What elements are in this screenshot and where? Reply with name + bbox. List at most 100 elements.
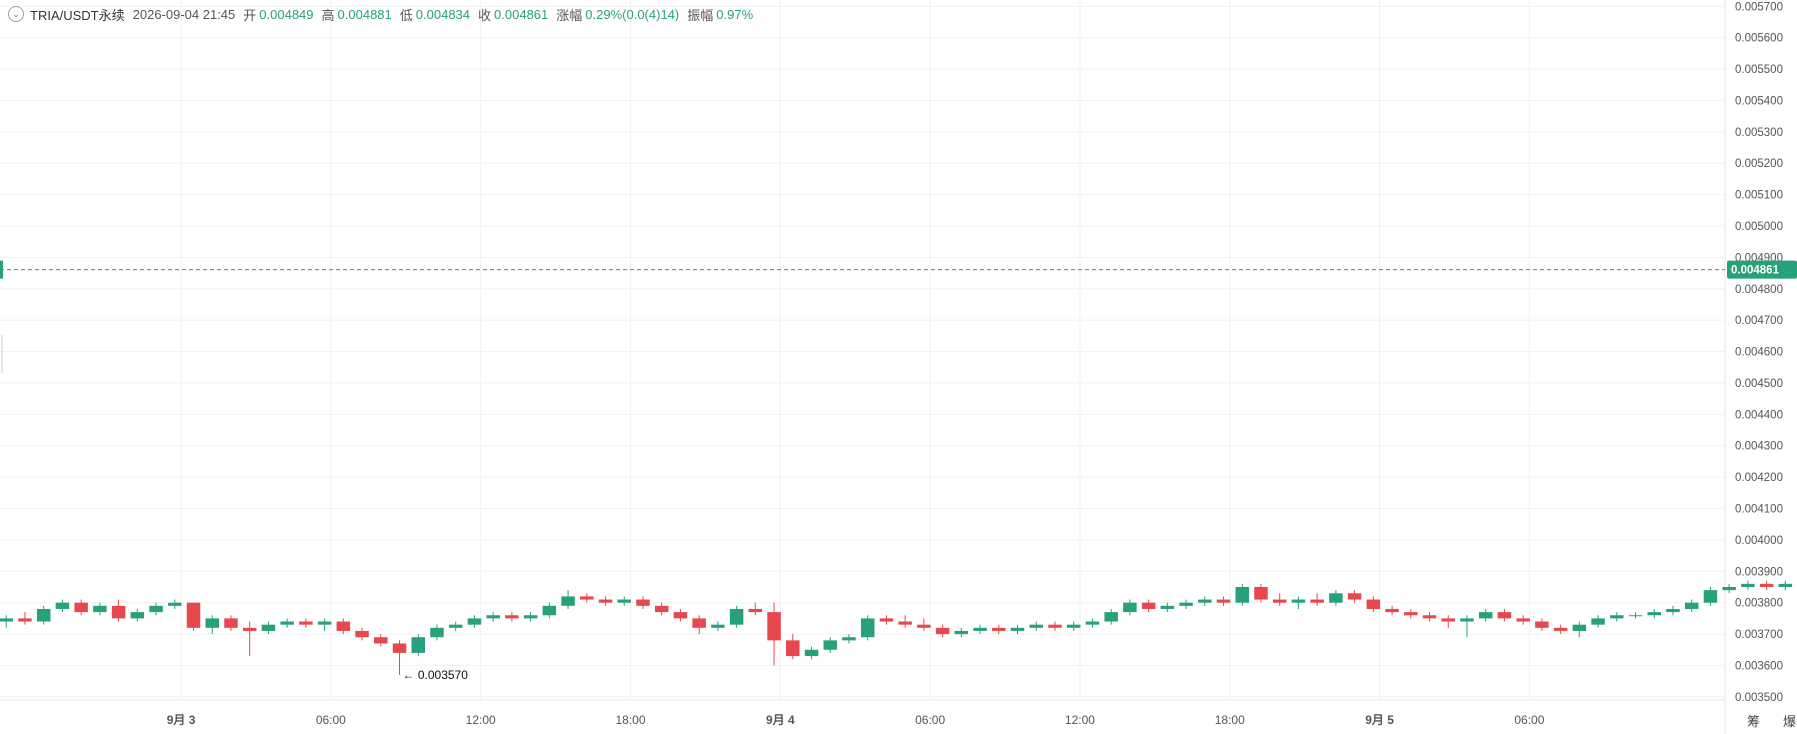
candle-body[interactable] xyxy=(1160,605,1175,609)
candle-body[interactable] xyxy=(1778,583,1793,587)
candle-body[interactable] xyxy=(317,621,332,625)
candle-body[interactable] xyxy=(654,605,669,613)
candle-body[interactable] xyxy=(1385,608,1399,613)
candle-body[interactable] xyxy=(1741,583,1755,587)
candle-body[interactable] xyxy=(355,630,369,638)
candle-body[interactable] xyxy=(1516,618,1530,622)
candle-body[interactable] xyxy=(1329,593,1343,603)
candle-body[interactable] xyxy=(673,612,688,619)
candle-body[interactable] xyxy=(917,624,931,628)
last-price-tag[interactable] xyxy=(1727,260,1797,279)
candle-body[interactable] xyxy=(1610,615,1624,619)
candle-body[interactable] xyxy=(1198,599,1212,603)
candle-body[interactable] xyxy=(224,618,238,628)
candle-body[interactable] xyxy=(130,612,145,619)
candle-body[interactable] xyxy=(168,602,182,606)
candle-body[interactable] xyxy=(1085,621,1100,625)
candle-body[interactable] xyxy=(186,602,201,628)
candle-body[interactable] xyxy=(1254,586,1268,600)
candle-body[interactable] xyxy=(111,605,126,619)
candle-body[interactable] xyxy=(1048,624,1062,628)
candle-body[interactable] xyxy=(729,608,744,625)
candle-body[interactable] xyxy=(1235,586,1249,603)
candle-body[interactable] xyxy=(1591,618,1605,625)
candle-body[interactable] xyxy=(448,624,463,628)
candle-body[interactable] xyxy=(205,618,219,628)
candle-body[interactable] xyxy=(860,618,875,638)
candle-body[interactable] xyxy=(1010,627,1025,631)
candle-body[interactable] xyxy=(823,640,837,650)
candle-body[interactable] xyxy=(992,627,1006,631)
candle-body[interactable] xyxy=(411,637,425,653)
candle-body[interactable] xyxy=(261,624,276,631)
symbol-label[interactable]: TRIA/USDT永续 xyxy=(30,7,125,23)
candle-body[interactable] xyxy=(580,596,594,600)
candle-body[interactable] xyxy=(299,621,313,625)
candle-body[interactable] xyxy=(1179,602,1193,606)
candle-body[interactable] xyxy=(1104,612,1118,622)
chips-toggle[interactable]: 筹 xyxy=(1747,714,1760,730)
candle-body[interactable] xyxy=(1310,599,1324,603)
candle-body[interactable] xyxy=(1347,593,1362,600)
candle-body[interactable] xyxy=(786,640,800,657)
candle-body[interactable] xyxy=(1141,602,1156,609)
candle-body[interactable] xyxy=(711,624,725,628)
candle-body[interactable] xyxy=(242,627,257,631)
candle-body[interactable] xyxy=(1759,583,1774,587)
candle-body[interactable] xyxy=(1441,618,1455,622)
candle-body[interactable] xyxy=(280,621,294,625)
candle-body[interactable] xyxy=(18,618,32,622)
candle-body[interactable] xyxy=(36,608,51,622)
candle-body[interactable] xyxy=(1722,586,1736,591)
candle-body[interactable] xyxy=(93,605,107,613)
candle-body[interactable] xyxy=(598,599,613,603)
candle-body[interactable] xyxy=(842,637,856,641)
candle-body[interactable] xyxy=(74,602,88,613)
collapse-toggle-icon[interactable]: ⌄ xyxy=(8,6,24,22)
candle-body[interactable] xyxy=(804,649,819,657)
candle-body[interactable] xyxy=(561,596,575,606)
candle-body[interactable] xyxy=(1666,608,1680,613)
candle-body[interactable] xyxy=(1497,612,1512,619)
candle-body[interactable] xyxy=(1628,615,1643,617)
candle-body[interactable] xyxy=(1647,612,1661,616)
candle-body[interactable] xyxy=(879,618,894,622)
candle-body[interactable] xyxy=(542,605,557,616)
candle-body[interactable] xyxy=(392,643,407,653)
candle-body[interactable] xyxy=(1460,618,1474,622)
candle-body[interactable] xyxy=(1216,599,1231,603)
candle-body[interactable] xyxy=(0,618,13,622)
candle-body[interactable] xyxy=(430,627,444,638)
candle-body[interactable] xyxy=(1553,627,1568,631)
candle-body[interactable] xyxy=(1291,599,1306,603)
candle-body[interactable] xyxy=(1404,612,1418,616)
candle-body[interactable] xyxy=(374,637,388,644)
candle-body[interactable] xyxy=(767,612,781,641)
candle-body[interactable] xyxy=(486,615,500,619)
candle-body[interactable] xyxy=(1422,615,1437,619)
candle-body[interactable] xyxy=(1572,624,1587,631)
candle-body[interactable] xyxy=(1703,590,1718,603)
candle-body[interactable] xyxy=(1272,599,1287,603)
candle-body[interactable] xyxy=(149,605,163,613)
candle-body[interactable] xyxy=(1029,624,1043,628)
candle-body[interactable] xyxy=(692,618,706,628)
candle-body[interactable] xyxy=(467,618,482,625)
candle-body[interactable] xyxy=(636,599,650,606)
candle-body[interactable] xyxy=(1478,612,1493,619)
candle-body[interactable] xyxy=(935,627,950,635)
candle-body[interactable] xyxy=(1535,621,1549,628)
liquidation-toggle[interactable]: 爆 xyxy=(1783,715,1796,730)
candle-body[interactable] xyxy=(55,602,70,609)
candle-body[interactable] xyxy=(1366,599,1381,609)
candle-body[interactable] xyxy=(336,621,351,631)
candle-body[interactable] xyxy=(954,630,969,635)
candle-body[interactable] xyxy=(1684,602,1699,609)
candle-body[interactable] xyxy=(973,627,987,631)
candle-body[interactable] xyxy=(617,599,631,603)
candle-body[interactable] xyxy=(523,615,538,619)
candle-body[interactable] xyxy=(748,608,763,613)
candle-body[interactable] xyxy=(1066,624,1081,628)
candle-body[interactable] xyxy=(505,615,519,619)
